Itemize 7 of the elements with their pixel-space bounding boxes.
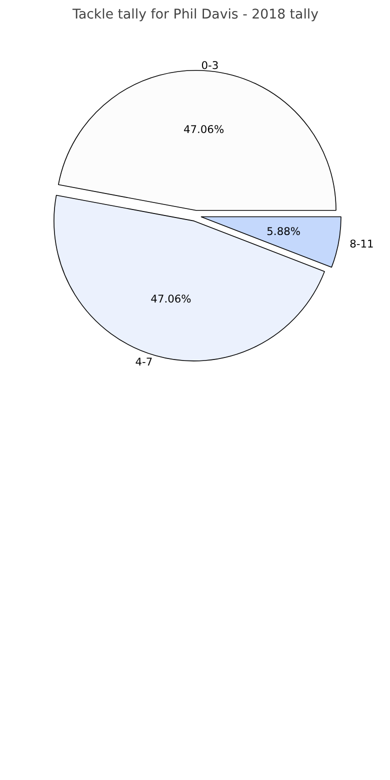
slice-label: 4-7	[135, 355, 153, 368]
slice-label: 8-11	[350, 238, 374, 251]
data-label: 47.06%	[183, 123, 224, 136]
data-label: 47.06%	[150, 292, 192, 306]
data-label: 5.88%	[266, 225, 301, 238]
slice-label: 0-3	[201, 59, 219, 72]
chart-title: Tackle tally for Phil Davis - 2018 tally	[72, 8, 319, 22]
